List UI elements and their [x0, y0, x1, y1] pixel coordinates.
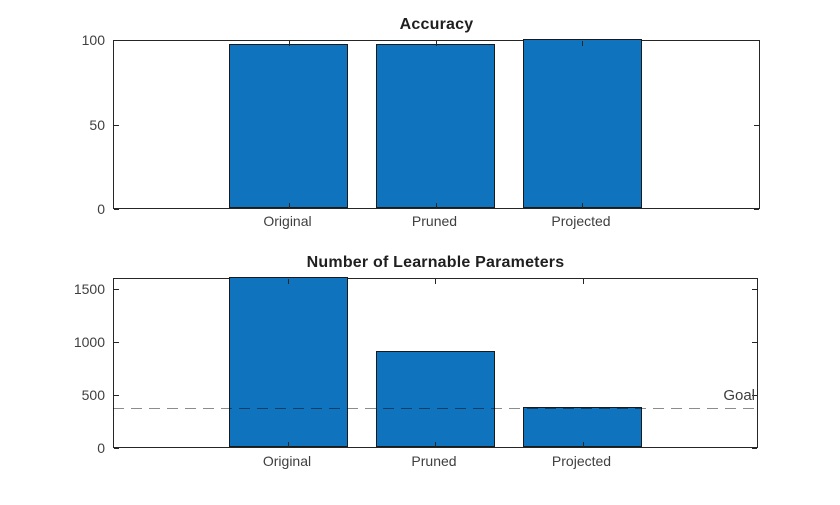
y-tick-label: 0 [97, 440, 105, 456]
y-axis-tick-right [754, 124, 759, 126]
bar-original [229, 44, 348, 208]
goal-label: Goal [723, 386, 755, 404]
bar-pruned [375, 351, 495, 447]
x-axis-tick-top [435, 41, 437, 46]
y-axis-tick [114, 341, 119, 343]
learnable-parameters-plot-area [113, 277, 758, 449]
x-category-label: Original [263, 213, 312, 229]
x-category-label: Projected [551, 213, 611, 229]
y-axis-tick [114, 40, 119, 41]
x-axis-tick [435, 203, 437, 208]
bar-projected [522, 39, 642, 208]
y-axis-tick-right [752, 288, 757, 290]
bar-projected [523, 406, 642, 447]
learnable-parameters-chart: Number of Learnable Parameters 0 500 1000 1… [0, 240, 840, 505]
y-axis-tick-right [752, 394, 757, 396]
x-axis-tick [435, 442, 436, 447]
accuracy-chart-title: Accuracy [399, 16, 474, 33]
x-axis-tick [582, 442, 584, 447]
x-category-label: Original [262, 453, 312, 469]
x-category-label: Pruned [411, 213, 458, 229]
x-axis-tick [582, 203, 583, 208]
x-axis-tick-top [582, 279, 584, 284]
learnable-parameters-chart-title: Number of Learnable Parameters [306, 254, 565, 271]
y-tick-label: 50 [89, 116, 105, 133]
y-axis-tick-right [752, 341, 757, 343]
accuracy-chart: Accuracy 0 50 100 Original Pruned Projected [0, 0, 840, 240]
x-axis-tick-top [288, 41, 290, 46]
y-axis-tick [114, 394, 119, 396]
x-axis-tick [288, 442, 289, 447]
y-axis-tick-right [754, 209, 759, 210]
x-axis-tick [288, 203, 290, 208]
y-axis-tick [114, 448, 119, 449]
goal-line [113, 407, 758, 409]
x-category-label: Projected [551, 453, 612, 469]
bar-original [228, 277, 348, 447]
y-tick-label: 100 [81, 32, 105, 48]
y-tick-label: 500 [81, 386, 105, 403]
y-axis-tick [114, 288, 119, 290]
accuracy-plot-area [113, 39, 760, 210]
y-tick-label: 1000 [73, 333, 105, 350]
y-axis-tick-right [754, 40, 759, 41]
bar-pruned [376, 44, 495, 208]
y-axis-tick-right [752, 448, 757, 449]
y-axis-tick [114, 124, 119, 126]
x-axis-tick-top [582, 41, 583, 46]
x-axis-tick-top [435, 279, 436, 284]
x-category-label: Pruned [411, 453, 457, 469]
y-tick-label: 1500 [73, 280, 105, 297]
x-axis-tick-top [288, 279, 289, 284]
y-tick-label: 0 [97, 201, 105, 217]
y-axis-tick [114, 209, 119, 210]
